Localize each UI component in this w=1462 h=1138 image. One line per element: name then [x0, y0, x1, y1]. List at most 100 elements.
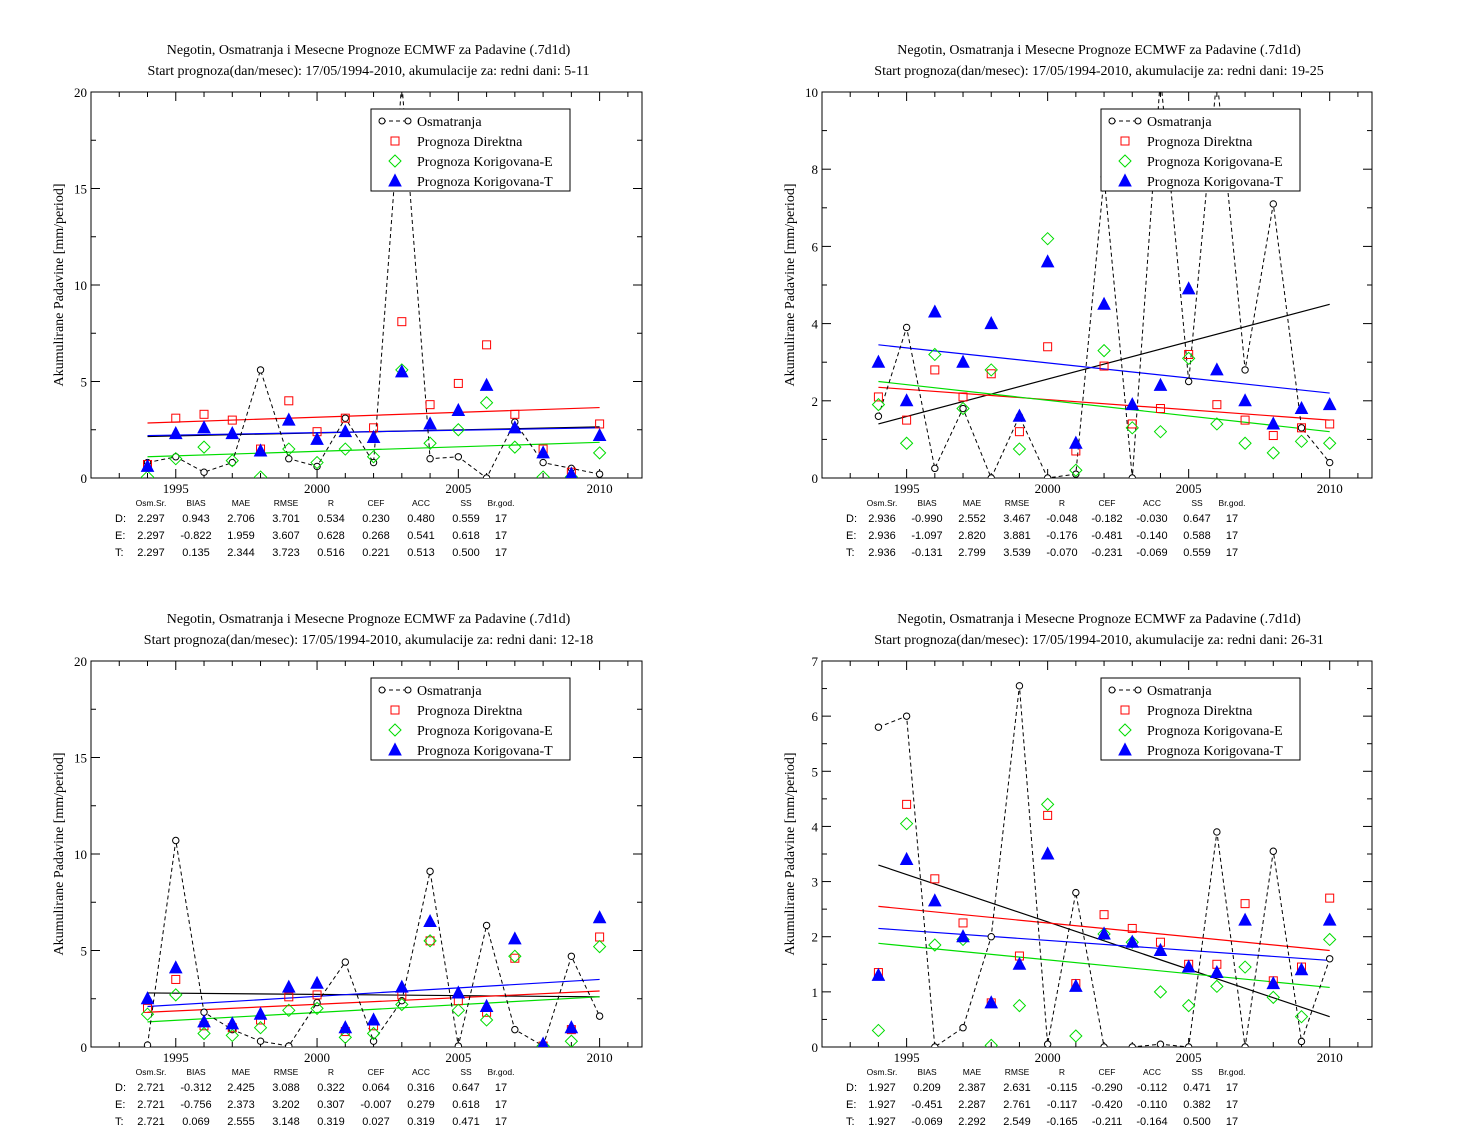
- y-tick-label: 6: [812, 709, 819, 724]
- chart-title: Negotin, Osmatranja i Mesecne Prognoze E…: [897, 612, 1301, 627]
- chart-title: Negotin, Osmatranja i Mesecne Prognoze E…: [897, 43, 1301, 58]
- stats-value: 0.064: [362, 1082, 390, 1094]
- data-point: [959, 404, 967, 413]
- data-point: [395, 997, 409, 1012]
- chart-panel-4: Negotin, Osmatranja i Mesecne Prognoze E…: [783, 612, 1373, 1128]
- stats-value: 3.467: [1003, 513, 1031, 525]
- stats-value: 0.516: [317, 547, 345, 559]
- stats-row-label: T:: [846, 547, 855, 559]
- data-point: [1266, 990, 1280, 1005]
- stats-value: 0.221: [362, 547, 390, 559]
- data-point: [1125, 397, 1140, 411]
- legend-box: [370, 677, 571, 761]
- data-point: [1127, 419, 1137, 429]
- data-point: [1012, 442, 1027, 456]
- data-point: [899, 851, 914, 866]
- y-tick-label: 4: [812, 317, 819, 332]
- stats-table: Osm.Sr. BIAS MAE RMSE R CEF ACC SS Br.god. D: 2.93…: [846, 498, 1245, 559]
- stats-value: 2.425: [227, 1082, 255, 1094]
- stats-value: -0.182: [1091, 513, 1122, 525]
- data-point: [1097, 343, 1111, 358]
- stats-header: MAE: [232, 1067, 251, 1077]
- data-point: [310, 1001, 324, 1016]
- stats-value: 17: [495, 1099, 507, 1111]
- stats-value: -0.030: [1136, 513, 1167, 525]
- stats-value: -0.131: [911, 547, 942, 559]
- data-point: [1012, 956, 1027, 970]
- data-point: [1181, 351, 1196, 366]
- data-point: [1268, 431, 1278, 441]
- stats-value: 17: [495, 513, 507, 525]
- data-point: [197, 420, 211, 434]
- stats-value: 0.618: [452, 530, 480, 542]
- data-point: [1266, 446, 1280, 460]
- data-point: [253, 1006, 268, 1020]
- stats-value: -0.481: [1091, 530, 1122, 542]
- data-point: [225, 426, 240, 440]
- stats-header: MAE: [232, 498, 251, 508]
- legend-label: Prognoza Korigovana-E: [1147, 724, 1283, 739]
- stats-row-label: D:: [846, 513, 857, 525]
- legend-marker: [1108, 686, 1116, 694]
- data-point: [1156, 1040, 1165, 1047]
- data-point: [1241, 1043, 1249, 1047]
- data-point: [1040, 797, 1055, 812]
- stats-row-label: D:: [115, 1082, 126, 1094]
- data-point: [338, 424, 353, 438]
- y-tick-label: 0: [81, 471, 88, 486]
- data-point: [1240, 899, 1250, 909]
- stats-value: 2.549: [1003, 1116, 1031, 1128]
- data-point: [1040, 231, 1055, 246]
- stats-value: 2.721: [137, 1082, 165, 1094]
- data-point: [511, 1025, 519, 1034]
- stats-header: BIAS: [186, 1067, 206, 1077]
- legend-marker: [1134, 686, 1142, 694]
- legend-marker: [378, 686, 386, 694]
- data-point: [200, 468, 208, 476]
- data-point: [168, 960, 183, 974]
- stats-header: ACC: [412, 498, 430, 508]
- stats-header: R: [1059, 1067, 1065, 1077]
- data-point: [1153, 377, 1168, 391]
- data-point: [227, 415, 237, 425]
- trend-line: [147, 978, 600, 1008]
- data-point: [873, 392, 883, 402]
- stats-header: MAE: [963, 1067, 982, 1077]
- stats-value: 2.761: [1003, 1099, 1031, 1111]
- chart-panel-2: Negotin, Osmatranja i Mesecne Prognoze E…: [783, 43, 1373, 559]
- plot-area: [140, 92, 607, 478]
- data-point: [508, 440, 522, 454]
- data-point: [169, 451, 183, 466]
- x-tick-label: 2010: [587, 481, 613, 496]
- stats-header: RMSE: [1005, 1067, 1030, 1077]
- legend-marker: [1118, 173, 1132, 187]
- stats-header: MAE: [963, 498, 982, 508]
- data-point: [1069, 1029, 1083, 1043]
- y-tick-label: 0: [81, 1040, 88, 1055]
- stats-value: 3.088: [272, 1082, 300, 1094]
- stats-row-label: T:: [115, 1116, 124, 1128]
- stats-value: 2.631: [1003, 1082, 1031, 1094]
- data-point: [340, 413, 350, 423]
- stats-value: -0.140: [1136, 530, 1167, 542]
- data-point: [592, 427, 607, 442]
- data-point: [479, 1013, 494, 1027]
- data-point: [369, 1037, 378, 1045]
- data-point: [928, 347, 942, 362]
- stats-value: -0.990: [911, 513, 942, 525]
- stats-value: 17: [495, 530, 507, 542]
- stats-value: 17: [1226, 547, 1238, 559]
- data-point: [508, 420, 522, 434]
- stats-value: 2.297: [137, 513, 165, 525]
- plot-area: [140, 836, 607, 1047]
- chart-subtitle: Start prognoza(dan/mesec): 17/05/1994-20…: [148, 64, 590, 79]
- data-point: [508, 931, 522, 945]
- stats-value: 2.373: [227, 1099, 255, 1111]
- data-point: [1325, 955, 1334, 963]
- legend-marker: [390, 136, 400, 146]
- y-tick-label: 10: [74, 278, 87, 293]
- stats-value: 17: [1226, 1082, 1238, 1094]
- data-point: [228, 458, 236, 467]
- y-axis-label: Akumulirane Padavine [mm/period]: [52, 184, 67, 387]
- stats-value: -0.176: [1046, 530, 1077, 542]
